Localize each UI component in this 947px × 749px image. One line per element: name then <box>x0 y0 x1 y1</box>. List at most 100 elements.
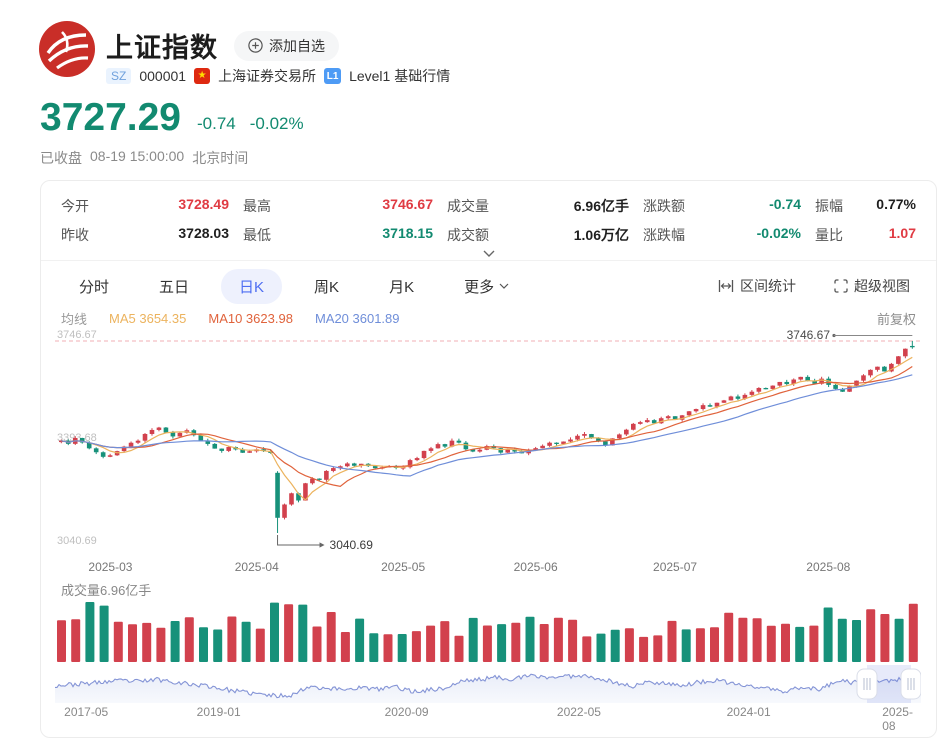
chart-date-label: 2025-05 <box>381 560 426 574</box>
exchange-badge: SZ <box>106 68 132 84</box>
navigator-handle-right[interactable] <box>900 668 921 700</box>
svg-text:3040.69: 3040.69 <box>330 538 374 552</box>
stat-label: 昨收 <box>61 226 89 243</box>
svg-text:3746.67: 3746.67 <box>787 329 831 342</box>
stat-high: 最高 3746.67 <box>243 196 433 216</box>
range-stats-icon <box>718 280 734 292</box>
stat-value: 1.07 <box>888 224 916 241</box>
stats-row: 今开 3728.49 最高 3746.67 成交量 6.96亿手 涨跌额 -0.74 振幅 0.7… <box>61 191 916 220</box>
stat-value: -0.74 <box>769 195 801 212</box>
stat-low: 最低 3718.15 <box>243 225 433 245</box>
ma10-legend: MA10 3623.98 <box>208 311 293 326</box>
tab-monthly-k[interactable]: 月K <box>371 269 432 304</box>
ma-lines-group <box>61 356 913 501</box>
tab-label: 分时 <box>79 278 110 296</box>
stat-value: 3746.67 <box>382 195 433 212</box>
add-watchlist-label: 添加自选 <box>269 37 325 54</box>
tab-minute[interactable]: 分时 <box>61 269 127 304</box>
navigator-date-label: 2020-09 <box>384 705 429 719</box>
stat-volume: 成交量 6.96亿手 <box>447 196 629 216</box>
chart-date-axis: 2025-03 2025-04 2025-05 2025-06 2025-07 2025-… <box>55 560 921 576</box>
quote-time: 08-19 15:00:00 <box>90 148 185 164</box>
stat-label: 成交额 <box>447 226 489 243</box>
tab-label: 五日 <box>159 278 190 296</box>
navigator-handle-left[interactable] <box>856 668 878 700</box>
chart-date-label: 2025-03 <box>88 560 133 574</box>
stat-open: 今开 3728.49 <box>61 196 229 216</box>
navigator-date-axis: 2017-05 2019-01 2020-09 2022-05 2024-01 2025-… <box>55 705 921 733</box>
tab-5day[interactable]: 五日 <box>141 269 207 304</box>
stat-value: 1.06万亿 <box>573 226 629 243</box>
ma5-legend: MA5 3654.35 <box>109 311 187 326</box>
add-icon <box>248 38 263 53</box>
stat-volume-ratio: 量比 1.07 <box>815 225 916 245</box>
ma-legend-title: 均线 <box>61 312 88 327</box>
ma20-legend: MA20 3601.89 <box>314 311 400 326</box>
navigator-date-label: 2019-01 <box>196 705 241 719</box>
stat-label: 涨跌幅 <box>643 226 685 243</box>
chevron-down-icon <box>499 283 509 289</box>
stat-change-amount: 涨跌额 -0.74 <box>643 196 801 216</box>
navigator-date-label: 2022-05 <box>556 705 601 719</box>
price-change: -0.74 <box>196 113 236 133</box>
chart-date-label: 2025-07 <box>653 560 698 574</box>
stat-label: 最低 <box>243 226 271 243</box>
stat-value: 3728.49 <box>178 195 229 212</box>
svg-text:3746.67: 3746.67 <box>57 329 97 341</box>
stat-turnover: 成交额 1.06万亿 <box>447 225 629 245</box>
stat-label: 量比 <box>815 226 843 243</box>
volume-label: 成交量6.96亿手 <box>61 583 152 598</box>
add-watchlist-button[interactable]: 添加自选 <box>234 30 339 61</box>
quote-timezone: 北京时间 <box>192 150 249 166</box>
stat-value: 0.77% <box>876 195 916 212</box>
sse-logo <box>39 21 95 77</box>
stat-amplitude: 振幅 0.77% <box>815 196 916 216</box>
current-price: 3727.29 <box>40 96 181 139</box>
china-flag-icon: ★ <box>194 68 211 84</box>
stat-change-percent: 涨跌幅 -0.02% <box>643 225 801 245</box>
tab-label: 日K <box>239 278 265 296</box>
tab-more[interactable]: 更多 <box>446 269 527 304</box>
tab-label: 更多 <box>464 278 495 296</box>
stats-row: 昨收 3728.03 最低 3718.15 成交额 1.06万亿 涨跌幅 -0.02% 量比 1.… <box>61 220 916 249</box>
stat-label: 成交量 <box>447 197 489 214</box>
navigator-date-label: 2025-08 <box>882 705 913 733</box>
adjust-mode-selector[interactable]: 前复权 <box>876 312 916 327</box>
exchange-name: 上海证券交易所 <box>218 68 317 84</box>
stat-label: 涨跌额 <box>643 197 685 214</box>
tab-label: 周K <box>314 278 340 296</box>
svg-text:3040.69: 3040.69 <box>57 535 97 547</box>
tab-weekly-k[interactable]: 周K <box>296 269 357 304</box>
stat-label: 振幅 <box>815 197 843 214</box>
super-view-button[interactable]: 超级视图 <box>828 275 916 297</box>
level1-icon: L1 <box>324 68 342 84</box>
stock-code: 000001 <box>139 68 187 84</box>
stat-value: -0.02% <box>756 224 801 241</box>
tab-label: 月K <box>389 278 415 296</box>
stat-value: 3728.03 <box>178 224 229 241</box>
stat-value: 3718.15 <box>382 224 433 241</box>
navigator-date-label: 2024-01 <box>726 705 771 719</box>
stats-collapse-chevron[interactable] <box>473 243 505 262</box>
super-view-label: 超级视图 <box>854 278 910 294</box>
volume-chart[interactable] <box>55 598 921 662</box>
tab-daily-k[interactable]: 日K <box>221 268 283 304</box>
period-tabs: 分时 五日 日K 周K 月K 更多 <box>61 268 527 304</box>
super-view-icon <box>834 279 848 293</box>
candles-group <box>59 341 915 533</box>
market-status: 已收盘 <box>40 150 82 166</box>
divider <box>41 260 936 261</box>
chevron-down-icon <box>483 250 494 257</box>
stats-table: 今开 3728.49 最高 3746.67 成交量 6.96亿手 涨跌额 -0.74 振幅 0.7… <box>61 191 916 249</box>
navigator-chart[interactable] <box>55 665 921 703</box>
range-stats-button[interactable]: 区间统计 <box>712 275 802 297</box>
chart-date-label: 2025-08 <box>806 560 851 574</box>
stat-label: 今开 <box>61 197 89 214</box>
chart-date-label: 2025-06 <box>513 560 558 574</box>
stat-prev-close: 昨收 3728.03 <box>61 225 229 245</box>
navigator-date-label: 2017-05 <box>64 705 109 719</box>
level-text: Level1 基础行情 <box>349 68 451 84</box>
volume-bars-group <box>57 602 918 662</box>
stat-label: 最高 <box>243 197 271 214</box>
